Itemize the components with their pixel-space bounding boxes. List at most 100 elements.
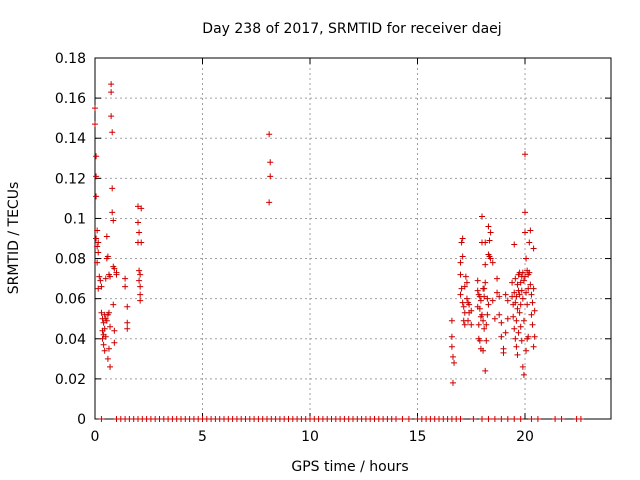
data-point-marker (498, 416, 505, 422)
data-point-marker (405, 416, 412, 422)
data-point-marker (100, 341, 107, 348)
data-point-marker (496, 311, 503, 318)
data-point-marker (135, 203, 141, 210)
data-point-marker (124, 325, 131, 332)
data-point-marker (523, 289, 530, 296)
data-point-marker (518, 337, 525, 344)
data-point-marker (108, 81, 115, 88)
data-point-marker (451, 359, 458, 366)
data-point-marker (98, 283, 105, 290)
data-point-marker (459, 299, 466, 306)
data-point-marker (99, 335, 106, 342)
data-point-marker (111, 339, 118, 346)
data-point-marker (122, 283, 129, 290)
data-point-marker (504, 297, 511, 304)
data-point-marker (534, 416, 541, 422)
data-point-marker (491, 315, 498, 322)
data-point-marker (94, 259, 101, 266)
data-point-marker (448, 343, 455, 350)
data-point-marker (484, 311, 491, 318)
data-point-marker (485, 416, 492, 422)
data-point-marker (486, 237, 493, 244)
data-point-marker (512, 275, 519, 282)
data-point-marker (468, 307, 475, 314)
data-point-marker (528, 311, 535, 318)
data-point-marker (462, 273, 469, 280)
data-point-marker (105, 345, 112, 352)
data-point-marker (489, 297, 496, 304)
data-point-marker (530, 343, 537, 350)
data-point-marker (111, 265, 118, 272)
data-point-marker (103, 233, 110, 240)
data-point-marker (531, 307, 538, 314)
data-point-marker (110, 301, 117, 308)
y-tick-label: 0.12 (55, 171, 86, 187)
data-point-marker (530, 245, 537, 252)
data-point-marker (527, 281, 534, 288)
data-point-marker (484, 295, 491, 302)
data-point-marker (480, 347, 487, 354)
data-point-marker (111, 327, 118, 334)
data-point-marker (522, 151, 528, 158)
data-point-marker (107, 363, 114, 370)
data-point-marker (465, 317, 472, 324)
data-point-marker (494, 275, 501, 282)
data-point-marker (137, 283, 144, 290)
x-tick-label: 20 (516, 429, 534, 445)
data-point-marker (552, 416, 559, 422)
data-point-marker (518, 287, 525, 294)
data-point-marker (483, 337, 490, 344)
data-point-marker (517, 301, 524, 308)
data-point-marker (102, 333, 109, 340)
data-point-marker (93, 235, 100, 242)
data-point-marker (101, 325, 108, 332)
data-point-marker (137, 291, 144, 298)
data-points (92, 81, 584, 422)
data-point-marker (514, 305, 521, 312)
data-point-marker (95, 249, 102, 256)
data-point-marker (137, 297, 144, 304)
data-point-marker (98, 309, 105, 316)
data-point-marker (107, 273, 114, 280)
data-point-marker (525, 285, 532, 292)
data-point-marker (479, 416, 485, 422)
data-point-marker (460, 303, 467, 310)
data-point-marker (510, 313, 517, 320)
data-point-marker (98, 416, 105, 422)
data-point-marker (110, 217, 117, 224)
data-point-marker (529, 299, 536, 306)
data-point-marker (109, 185, 116, 192)
data-point-marker (267, 173, 274, 180)
data-point-marker (474, 277, 481, 284)
data-point-marker (525, 333, 532, 340)
data-point-marker (513, 317, 520, 324)
data-point-marker (136, 229, 143, 236)
data-point-marker (511, 325, 518, 332)
data-point-marker (504, 416, 511, 422)
data-point-marker (124, 319, 131, 326)
data-point-marker (457, 259, 464, 266)
data-point-marker (458, 239, 465, 246)
data-point-marker (393, 416, 399, 422)
data-point-marker (93, 173, 100, 180)
data-point-marker (138, 239, 145, 246)
data-point-marker (528, 416, 535, 422)
data-point-marker (520, 277, 527, 284)
data-point-marker (479, 311, 485, 318)
data-point-marker (519, 363, 526, 370)
data-point-marker (457, 271, 464, 278)
data-point-marker (459, 235, 466, 242)
data-point-marker (517, 416, 524, 422)
data-point-marker (509, 279, 516, 286)
data-point-marker (489, 259, 496, 266)
data-point-marker (138, 205, 145, 212)
data-point-marker (475, 321, 482, 328)
data-point-marker (513, 293, 520, 300)
data-point-marker (526, 269, 533, 276)
data-point-marker (531, 333, 538, 340)
x-tick-label: 5 (198, 429, 207, 445)
data-point-marker (522, 229, 528, 236)
data-point-marker (96, 273, 103, 280)
y-tick-label: 0 (77, 412, 86, 428)
